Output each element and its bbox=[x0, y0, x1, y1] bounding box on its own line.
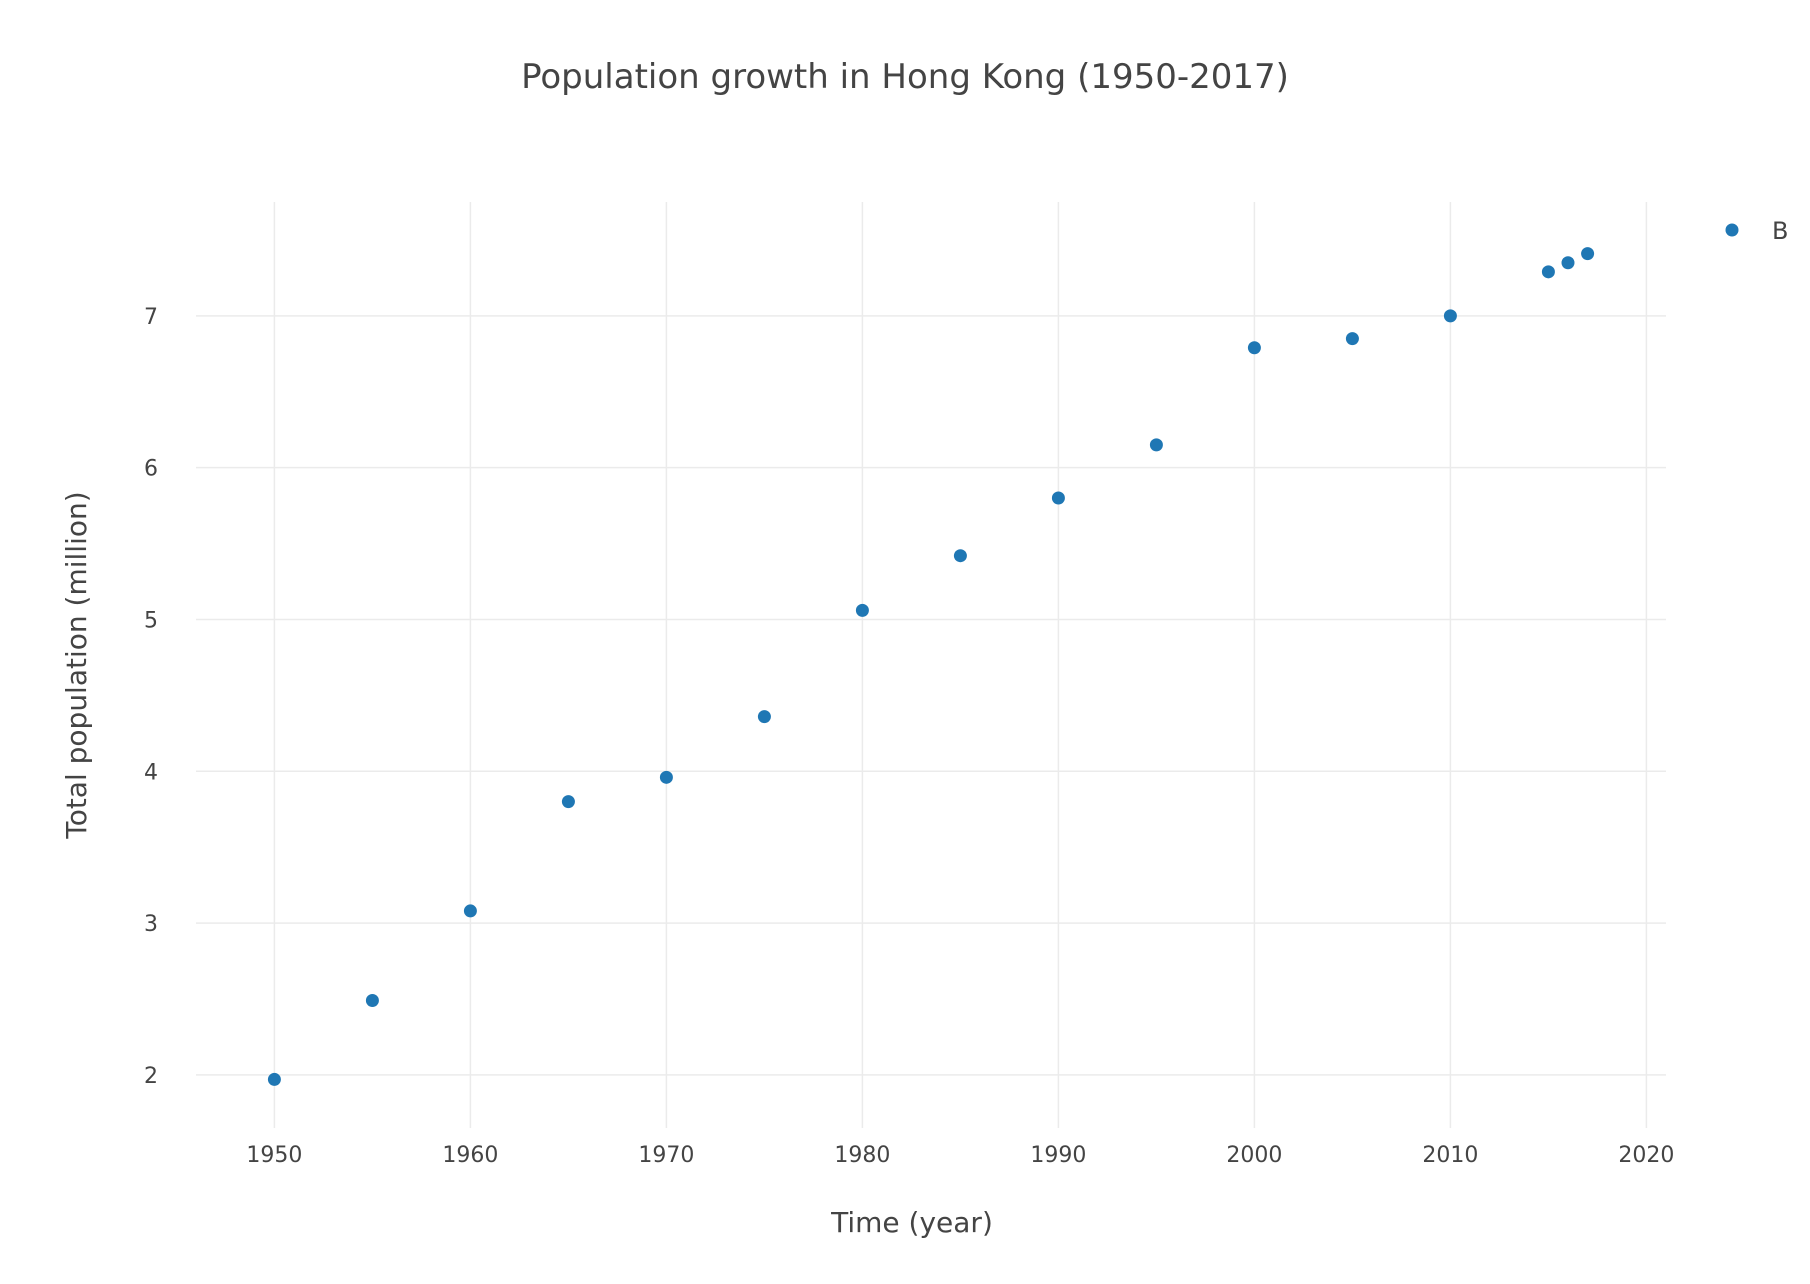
data-point[interactable] bbox=[1581, 247, 1595, 261]
y-tick-label: 3 bbox=[144, 912, 158, 937]
data-point[interactable] bbox=[267, 1072, 281, 1086]
data-point[interactable] bbox=[1345, 332, 1359, 346]
legend-marker-b bbox=[1725, 223, 1739, 237]
x-tick-label: 2020 bbox=[1618, 1143, 1674, 1168]
x-axis-ticks: 1950 1960 1970 1980 1990 2000 2010 2020 bbox=[246, 1143, 1674, 1168]
data-point[interactable] bbox=[1561, 256, 1575, 270]
data-points bbox=[267, 247, 1595, 1086]
y-tick-label: 7 bbox=[144, 305, 158, 330]
y-axis-title: Total population (million) bbox=[60, 491, 93, 839]
x-tick-label: 2010 bbox=[1422, 1143, 1478, 1168]
x-tick-label: 2000 bbox=[1226, 1143, 1282, 1168]
chart-title: Population growth in Hong Kong (1950-201… bbox=[521, 57, 1289, 97]
y-tick-label: 5 bbox=[144, 608, 158, 633]
data-point[interactable] bbox=[561, 795, 575, 809]
y-tick-label: 4 bbox=[144, 760, 158, 785]
x-tick-label: 1950 bbox=[246, 1143, 302, 1168]
y-tick-label: 6 bbox=[144, 457, 158, 482]
data-point[interactable] bbox=[1541, 265, 1555, 279]
legend-label-b: B bbox=[1772, 217, 1788, 245]
x-tick-label: 1970 bbox=[638, 1143, 694, 1168]
data-point[interactable] bbox=[1051, 491, 1065, 505]
data-point[interactable] bbox=[1443, 309, 1457, 323]
data-point[interactable] bbox=[1247, 341, 1261, 355]
data-point[interactable] bbox=[463, 904, 477, 918]
data-point[interactable] bbox=[953, 549, 967, 563]
data-point[interactable] bbox=[659, 770, 673, 784]
x-tick-label: 1960 bbox=[442, 1143, 498, 1168]
x-tick-label: 1990 bbox=[1030, 1143, 1086, 1168]
data-point[interactable] bbox=[1149, 438, 1163, 452]
data-point[interactable] bbox=[855, 603, 869, 617]
legend[interactable]: B bbox=[1725, 217, 1789, 245]
x-axis-title: Time (year) bbox=[830, 1206, 993, 1239]
data-point[interactable] bbox=[365, 993, 379, 1007]
y-tick-label: 2 bbox=[144, 1064, 158, 1089]
data-point[interactable] bbox=[757, 710, 771, 724]
y-axis-ticks: 2 3 4 5 6 7 bbox=[144, 305, 158, 1089]
x-tick-label: 1980 bbox=[834, 1143, 890, 1168]
grid bbox=[196, 202, 1666, 1128]
